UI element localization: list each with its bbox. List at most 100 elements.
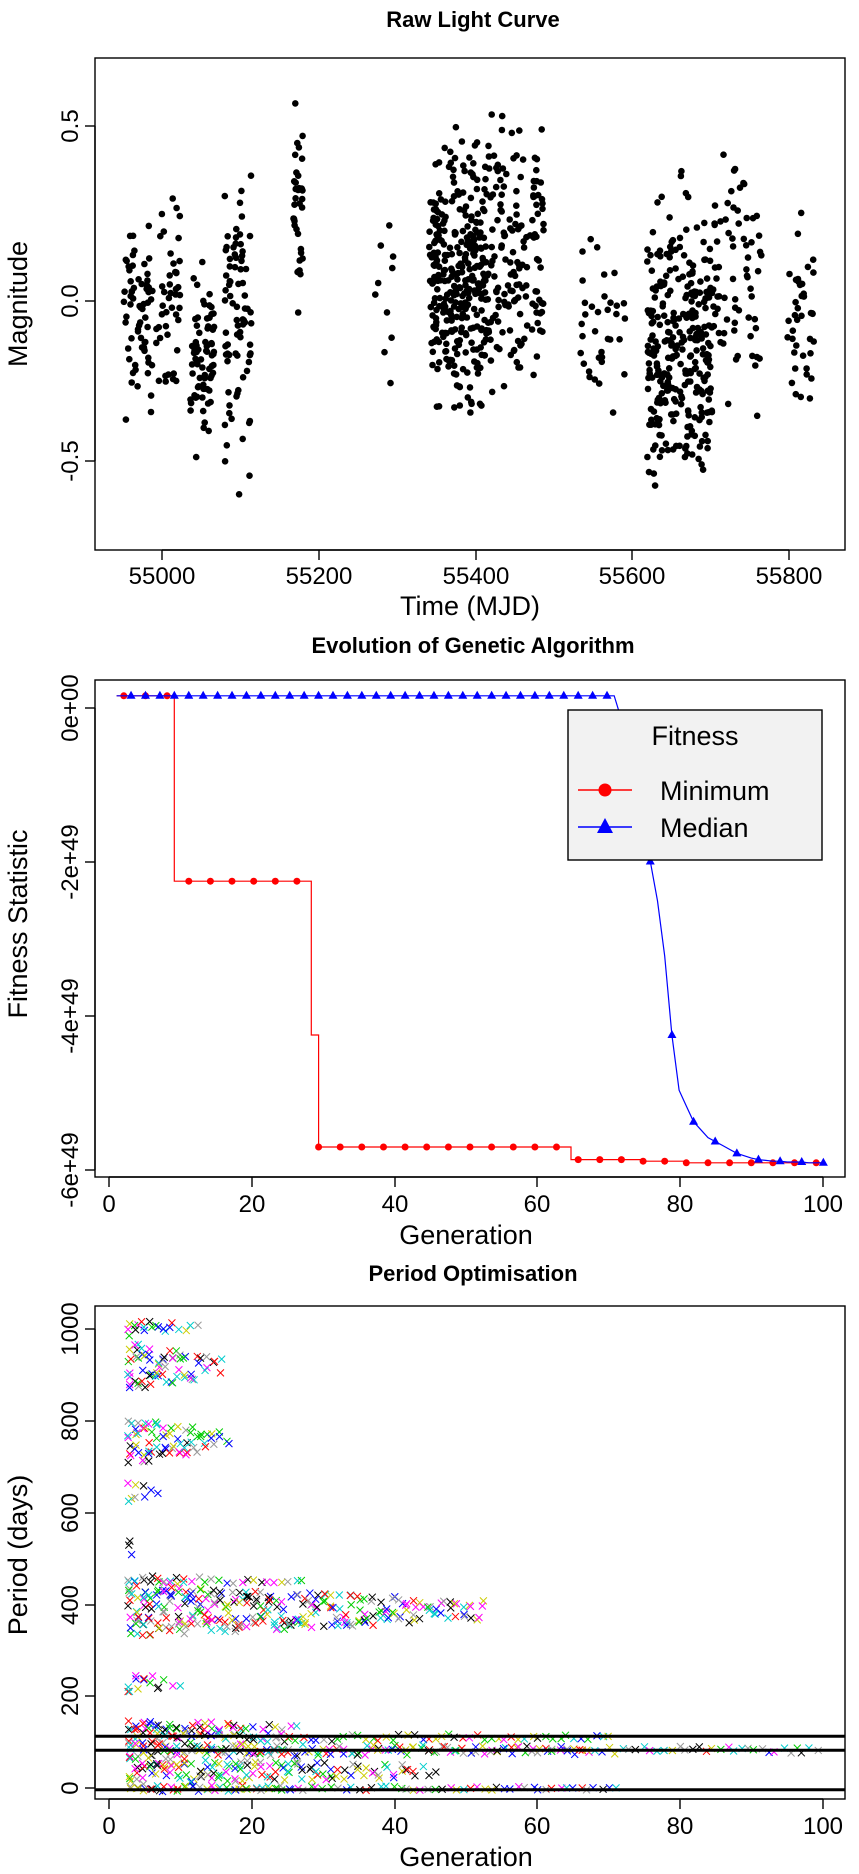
light-curve-point <box>791 365 799 372</box>
period-point <box>125 1345 134 1354</box>
light-curve-point <box>173 204 180 212</box>
period-point <box>272 1758 280 1767</box>
light-curve-point <box>222 272 230 279</box>
light-curve-point <box>649 332 656 339</box>
period-point <box>153 1419 161 1428</box>
light-curve-point <box>648 320 656 327</box>
period-point <box>403 1750 411 1759</box>
light-curve-point <box>734 207 741 214</box>
period-point <box>290 1759 299 1768</box>
light-curve-point <box>530 234 538 241</box>
ga-evolution-y-tick-label: -4e+49 <box>57 978 84 1053</box>
light-curve-point <box>680 252 688 259</box>
light-curve-point <box>142 314 149 321</box>
light-curve-point <box>471 142 479 149</box>
period-point <box>335 1605 344 1613</box>
period-point <box>139 1719 147 1728</box>
period-optimisation-x-tick-label: 80 <box>667 1813 694 1840</box>
light-curve-point <box>448 312 455 319</box>
period-point <box>319 1622 328 1631</box>
light-curve-point <box>665 365 673 372</box>
period-point <box>329 1603 337 1612</box>
period-point <box>138 1773 147 1782</box>
period-point <box>466 1602 475 1611</box>
light-curve-point <box>147 392 155 399</box>
light-curve-point <box>621 315 629 322</box>
period-point <box>291 1736 300 1745</box>
period-point <box>187 1438 196 1447</box>
light-curve-point <box>502 256 509 263</box>
light-curve-point <box>240 317 248 324</box>
period-point <box>180 1629 189 1638</box>
period-point <box>147 1486 155 1494</box>
light-curve-point <box>687 279 695 287</box>
period-point <box>193 1742 202 1750</box>
period-point <box>403 1765 412 1774</box>
period-point <box>208 1763 217 1772</box>
light-curve-point <box>447 159 455 167</box>
period-point <box>125 1383 134 1392</box>
light-curve-point <box>534 210 542 218</box>
light-curve-point <box>238 213 246 220</box>
period-point <box>193 1619 202 1628</box>
light-curve-point <box>604 306 611 314</box>
period-point <box>202 1352 211 1361</box>
period-optimisation-title: Period Optimisation <box>368 1261 577 1286</box>
light-curve-point <box>498 126 506 134</box>
period-point <box>292 1722 301 1730</box>
period-point <box>283 1577 292 1586</box>
light-curve-point <box>702 331 710 338</box>
period-point <box>271 1723 279 1731</box>
light-curve-point <box>174 283 182 291</box>
period-point <box>384 1613 393 1622</box>
minimum-point <box>380 1143 387 1151</box>
light-curve-point <box>660 382 667 390</box>
light-curve-point <box>484 296 492 303</box>
period-point <box>126 1596 134 1605</box>
light-curve-point <box>536 296 543 304</box>
period-point <box>391 1741 399 1750</box>
light-curve-point <box>295 184 303 192</box>
period-point <box>127 1550 136 1559</box>
light-curve-point <box>129 295 137 302</box>
period-point <box>144 1457 153 1465</box>
median-point <box>797 1157 807 1166</box>
light-curve-point <box>430 249 438 257</box>
light-curve-point <box>458 261 465 269</box>
period-point <box>432 1768 440 1776</box>
period-point <box>229 1579 237 1588</box>
light-curve-point <box>241 305 249 312</box>
light-curve-point <box>238 252 246 260</box>
light-curve-point <box>720 340 727 347</box>
period-point <box>446 1598 455 1606</box>
period-point <box>155 1450 164 1459</box>
light-curve-point <box>808 375 815 382</box>
light-curve-point <box>613 302 621 310</box>
period-point <box>179 1578 188 1587</box>
light-curve-point <box>227 278 234 286</box>
period-point <box>388 1608 397 1617</box>
light-curve-point <box>440 267 448 274</box>
light-curve-point <box>715 329 723 337</box>
light-curve-point <box>538 195 546 203</box>
period-point <box>162 1614 171 1622</box>
period-point <box>270 1578 278 1587</box>
light-curve-point <box>664 328 672 336</box>
light-curve-point <box>601 293 608 300</box>
light-curve-point <box>582 311 589 318</box>
period-point <box>165 1724 174 1732</box>
light-curve-point <box>246 341 254 349</box>
light-curve-point <box>160 228 168 235</box>
light-curve-point <box>153 325 160 333</box>
period-point <box>168 1319 176 1327</box>
period-point <box>139 1675 148 1684</box>
period-point <box>340 1766 349 1774</box>
period-point <box>139 1742 148 1750</box>
period-point <box>141 1419 150 1428</box>
median-point <box>256 690 266 699</box>
period-point <box>353 1751 362 1759</box>
light-curve-point <box>200 381 207 389</box>
light-curve-point <box>455 305 463 313</box>
raw-light-curve-y-tick-label: -0.5 <box>57 440 84 481</box>
light-curve-point <box>540 226 547 234</box>
